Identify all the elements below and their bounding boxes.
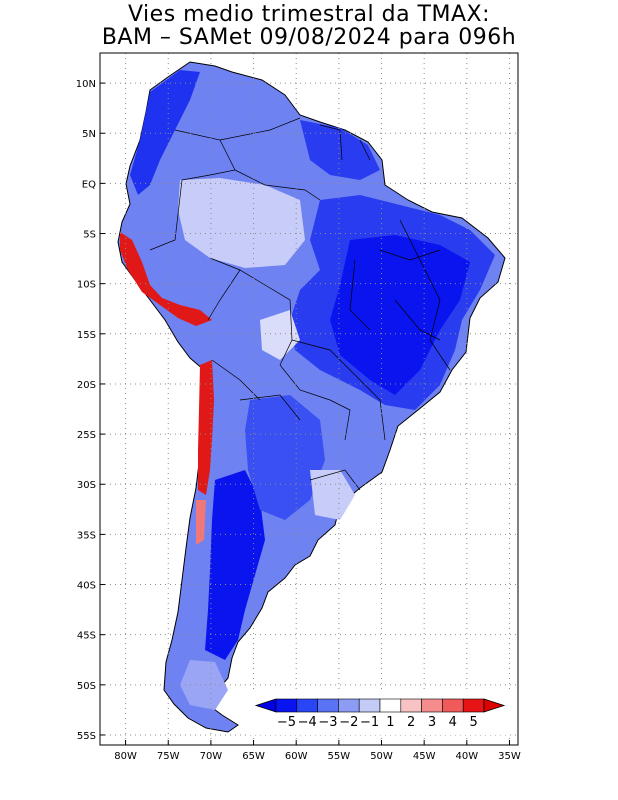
lat-tick-label: 45S: [77, 631, 96, 642]
bias-region-amazon-light: [178, 178, 305, 268]
bias-region-andes-north: [130, 70, 200, 195]
lon-tick-label: 65W: [242, 751, 265, 762]
lon-tick-label: 35W: [498, 751, 521, 762]
colorbar-label: 2: [407, 715, 415, 730]
lon-tick-label: 40W: [456, 751, 479, 762]
lat-tick-label: 30S: [77, 480, 96, 491]
lon-tick-label: 55W: [328, 751, 351, 762]
colorbar-label: 1: [386, 715, 394, 730]
lat-tick-label: 10S: [77, 280, 96, 291]
colorbar-swatch: [275, 698, 298, 713]
colorbar-label: −3: [318, 715, 337, 730]
colorbar-swatch: [442, 698, 464, 713]
lat-tick-label: EQ: [82, 179, 96, 190]
bias-region-chile-positive-2: [196, 500, 206, 545]
country-borders: [149, 117, 451, 491]
map-title-line-1: Vies medio trimestral da TMAX:: [127, 2, 491, 27]
map-frame: [99, 52, 519, 746]
map-area: [100, 53, 518, 745]
colorbar-swatch: [421, 698, 443, 713]
lat-tick-label: 5N: [82, 129, 96, 140]
lon-tick-label: 45W: [413, 751, 436, 762]
lat-tick-label: 55S: [77, 731, 96, 742]
map-title-line-2: BAM – SAMet 09/08/2024 para 096h: [101, 25, 517, 50]
colorbar-label: 5: [469, 715, 477, 730]
lon-tick-label: 75W: [157, 751, 180, 762]
colorbar-over-arrow: [483, 698, 506, 713]
lat-tick-label: 5S: [83, 230, 96, 241]
lon-tick-label: 50W: [370, 751, 393, 762]
colorbar-swatch: [379, 698, 402, 713]
bias-region-chile-positive: [198, 360, 214, 495]
bias-region-uruguay-light: [310, 470, 355, 520]
lat-tick-label: 20S: [77, 380, 96, 391]
bias-region-northeast-brazil-core: [330, 235, 470, 395]
colorbar-label: 4: [449, 715, 457, 730]
colorbar-label: −2: [339, 715, 358, 730]
colorbar-swatch: [400, 698, 422, 713]
colorbar-label: 3: [428, 715, 436, 730]
colorbar-label: −5: [277, 715, 296, 730]
lon-tick-label: 60W: [285, 751, 308, 762]
bias-region-tierra-del-fuego: [180, 660, 228, 710]
colorbar-swatch: [462, 698, 485, 713]
bias-region-peru-coast-positive: [120, 232, 212, 326]
colorbar-swatch: [338, 698, 360, 713]
graticule: [100, 53, 518, 745]
bias-region-pampas: [245, 395, 325, 520]
lon-tick-label: 70W: [200, 751, 223, 762]
colorbar: −5 −4 −3 −2 −1 1 2 3 4 5: [250, 693, 510, 735]
lon-tick-label: 80W: [114, 751, 137, 762]
colorbar-swatch: [296, 698, 318, 713]
lat-tick-label: 25S: [77, 430, 96, 441]
lat-tick-label: 10N: [76, 79, 96, 90]
bias-region-patagonia: [205, 470, 265, 660]
bias-region-central-light: [260, 310, 300, 360]
longitude-axis: 80W 75W 70W 65W 60W 55W 50W 45W 40W 35W: [114, 740, 521, 762]
lat-tick-label: 40S: [77, 581, 96, 592]
colorbar-swatch: [317, 698, 339, 713]
colorbar-swatch: [358, 698, 381, 713]
lat-tick-label: 35S: [77, 530, 96, 541]
colorbar-label: −1: [360, 715, 379, 730]
latitude-axis: 10N 5N EQ 5S 10S 15S 20S 25S 30S 35S 40S 45S 50S 55S: [76, 79, 105, 742]
colorbar-label: −4: [298, 715, 317, 730]
lat-tick-label: 15S: [77, 330, 96, 341]
lat-tick-label: 50S: [77, 681, 96, 692]
bias-region-guianas: [300, 120, 380, 180]
